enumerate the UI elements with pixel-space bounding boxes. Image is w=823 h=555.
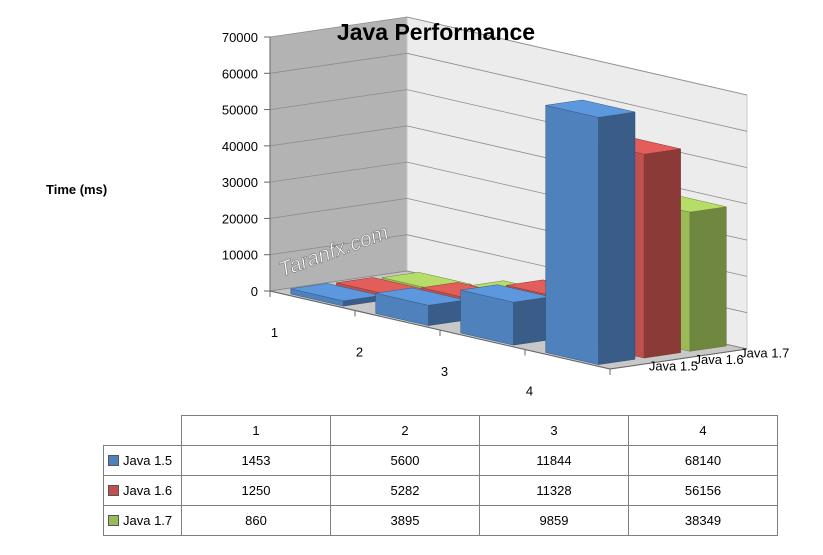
bar-side-face bbox=[598, 111, 636, 365]
y-axis-ticks: 0 10000 20000 30000 40000 50000 60000 70000 bbox=[222, 30, 271, 299]
bar-side-face bbox=[689, 206, 727, 352]
series-label: Java 1.7 bbox=[740, 345, 789, 360]
bar-java-1-5-cat-2 bbox=[375, 287, 466, 326]
y-tick-label: 70000 bbox=[222, 30, 258, 45]
gridline bbox=[269, 52, 748, 132]
table-cell: 5282 bbox=[330, 475, 480, 506]
series-label: Java 1.6 bbox=[695, 352, 744, 367]
table-header-row: 1 2 3 4 bbox=[103, 415, 778, 446]
bar-side-face bbox=[643, 148, 681, 359]
chart-title: Java Performance bbox=[337, 19, 535, 45]
table-row-label: Java 1.6 bbox=[103, 475, 182, 506]
depth-axis-line bbox=[609, 348, 748, 370]
x-tick-label: 2 bbox=[356, 344, 363, 359]
table-cell: 38349 bbox=[628, 505, 778, 536]
bar-front-face bbox=[545, 104, 599, 365]
y-tick-label: 50000 bbox=[222, 103, 258, 118]
bar-side-face bbox=[513, 296, 551, 346]
x-tick-label: 1 bbox=[271, 325, 278, 340]
table-cell: 11844 bbox=[479, 445, 629, 476]
table-header-cell: 2 bbox=[330, 415, 480, 446]
table-row-label: Java 1.5 bbox=[103, 445, 182, 476]
bar-java-1-5-cat-3 bbox=[460, 284, 551, 346]
legend-key-java-1-7 bbox=[108, 515, 119, 526]
table-cell: 3895 bbox=[330, 505, 480, 536]
x-tick-label: 4 bbox=[526, 383, 533, 398]
bars bbox=[290, 99, 727, 365]
table-cell: 68140 bbox=[628, 445, 778, 476]
table-header-cell: 1 bbox=[181, 415, 331, 446]
row-label-text: Java 1.5 bbox=[123, 453, 173, 468]
table-row: Java 1.6 1250 5282 11328 56156 bbox=[103, 475, 778, 506]
table-row-label: Java 1.7 bbox=[103, 505, 182, 536]
y-tick-label: 60000 bbox=[222, 66, 258, 81]
y-tick-label: 30000 bbox=[222, 175, 258, 190]
bar-top-face bbox=[545, 99, 636, 118]
x-axis-ticks: 1 2 3 4 bbox=[269, 290, 611, 398]
series-label: Java 1.5 bbox=[649, 359, 698, 374]
y-tick-label: 40000 bbox=[222, 139, 258, 154]
y-tick-label: 20000 bbox=[222, 211, 258, 226]
table-corner-cell bbox=[103, 415, 182, 446]
gridline bbox=[269, 16, 748, 96]
table-row: Java 1.5 1453 5600 11844 68140 bbox=[103, 445, 778, 476]
y-tick-label: 10000 bbox=[222, 248, 258, 263]
table-cell: 1250 bbox=[181, 475, 331, 506]
y-axis-label: Time (ms) bbox=[46, 182, 107, 197]
row-label-text: Java 1.7 bbox=[123, 513, 173, 528]
data-table: 1 2 3 4 Java 1.5 1453 5600 11844 68140 J… bbox=[103, 415, 778, 536]
table-cell: 11328 bbox=[479, 475, 629, 506]
x-tick-label: 3 bbox=[441, 364, 448, 379]
table-cell: 5600 bbox=[330, 445, 480, 476]
chart-area: 0 10000 20000 30000 40000 50000 60000 70000 1 2 3… bbox=[46, 16, 789, 398]
table-cell: 9859 bbox=[479, 505, 629, 536]
row-label-text: Java 1.6 bbox=[123, 483, 173, 498]
y-tick-label: 0 bbox=[251, 284, 258, 299]
bar-java-1-5-cat-4 bbox=[545, 99, 636, 365]
table-header-cell: 4 bbox=[628, 415, 778, 446]
table-cell: 860 bbox=[181, 505, 331, 536]
table-cell: 56156 bbox=[628, 475, 778, 506]
legend-key-java-1-5 bbox=[108, 455, 119, 466]
side-wall bbox=[270, 17, 407, 291]
table-row: Java 1.7 860 3895 9859 38349 bbox=[103, 505, 778, 536]
table-cell: 1453 bbox=[181, 445, 331, 476]
legend-key-java-1-6 bbox=[108, 485, 119, 496]
table-header-cell: 3 bbox=[479, 415, 629, 446]
